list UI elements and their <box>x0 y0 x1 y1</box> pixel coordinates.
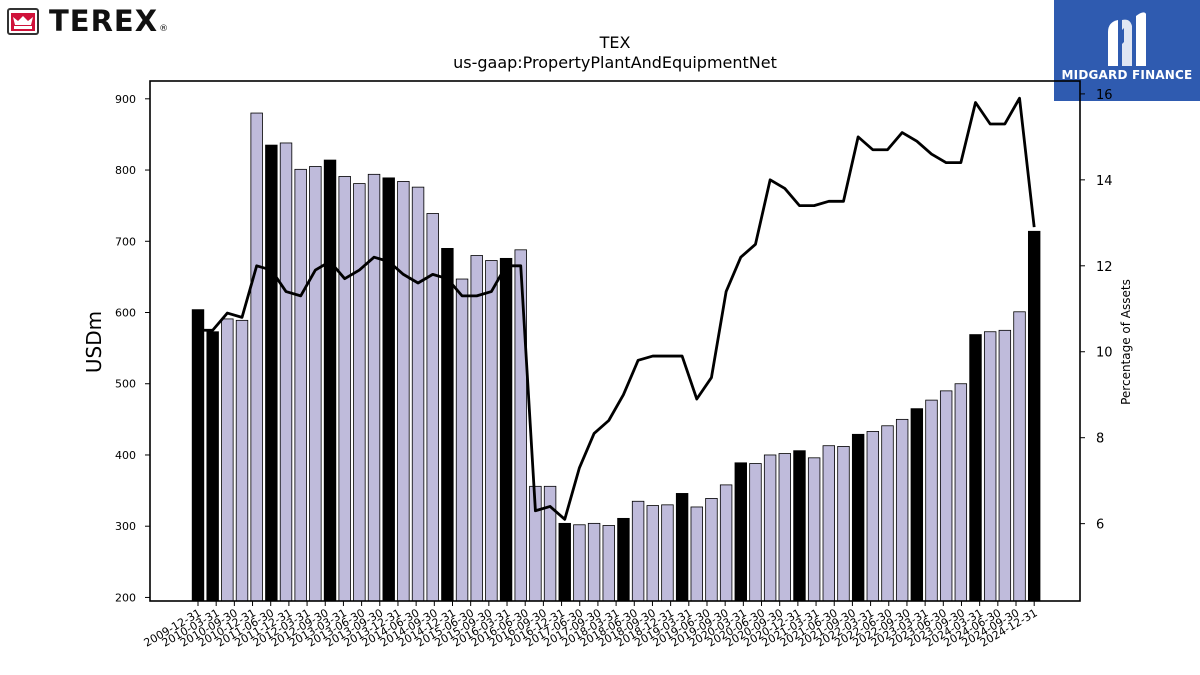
bar <box>925 399 938 602</box>
bar <box>617 517 630 602</box>
bar <box>265 144 278 602</box>
bar <box>558 522 571 602</box>
bar <box>954 383 968 602</box>
terex-logo: TEREX ® <box>7 7 168 36</box>
bar <box>983 331 997 602</box>
bar <box>646 505 659 602</box>
bar <box>851 433 865 602</box>
midgard-finance-logo: MIDGARD FINANCE <box>1054 0 1200 101</box>
plot-frame <box>149 80 1081 602</box>
bar <box>367 173 381 602</box>
bar <box>661 504 674 602</box>
bar <box>837 446 850 602</box>
bar <box>191 309 205 602</box>
bar <box>719 484 733 602</box>
bar <box>470 255 483 602</box>
chart-title: TEX <box>599 33 631 52</box>
midgard-mark-icon <box>1108 12 1146 67</box>
bar <box>939 390 953 602</box>
bar <box>279 142 293 602</box>
bar <box>631 500 645 602</box>
y-tick-label: 900 <box>115 93 136 106</box>
terex-emblem-icon <box>7 8 39 35</box>
bar <box>485 260 498 602</box>
bar <box>353 183 366 602</box>
bar <box>807 457 821 602</box>
bar <box>499 257 513 602</box>
bar <box>881 425 894 602</box>
bar <box>426 213 439 602</box>
bar <box>734 462 747 602</box>
bar <box>573 524 586 602</box>
bar <box>895 418 909 602</box>
percentage-line <box>198 96 1036 521</box>
bar <box>1027 230 1041 602</box>
bar <box>763 454 777 602</box>
bar <box>250 112 263 602</box>
bar <box>221 318 234 602</box>
bar <box>778 453 792 602</box>
y2-tick-label: 6 <box>1096 518 1104 533</box>
y2-tick-label: 16 <box>1096 88 1113 103</box>
bar <box>411 186 425 602</box>
y-tick-label: 800 <box>115 164 136 177</box>
bar <box>910 408 924 602</box>
bar <box>675 493 689 602</box>
bar <box>397 181 410 602</box>
bar <box>514 249 527 602</box>
bar <box>969 334 982 602</box>
y2-tick-label: 10 <box>1096 346 1113 361</box>
bar <box>455 278 469 602</box>
bar <box>543 485 557 602</box>
bar <box>1013 311 1026 602</box>
bar <box>866 431 880 602</box>
bar <box>705 498 718 602</box>
bar <box>749 463 762 602</box>
y-tick-label: 600 <box>115 307 136 320</box>
y-axis-label: USDm <box>82 311 106 373</box>
y2-tick-label: 12 <box>1096 260 1113 275</box>
bar <box>382 177 395 602</box>
chart-subtitle: us-gaap:PropertyPlantAndEquipmentNet <box>453 53 777 72</box>
bar <box>690 506 703 602</box>
y2-tick-label: 8 <box>1096 432 1104 447</box>
y2-tick-label: 14 <box>1096 174 1113 189</box>
y-tick-label: 700 <box>115 235 136 248</box>
y2-axis-label: Percentage of Assets <box>1119 279 1133 405</box>
bar <box>294 168 307 602</box>
y-tick-label: 400 <box>115 449 136 462</box>
bar <box>822 445 836 602</box>
bar <box>338 176 351 602</box>
registered-mark: ® <box>159 24 169 34</box>
bar <box>235 319 249 602</box>
y-tick-label: 200 <box>115 591 136 604</box>
bar <box>206 331 219 602</box>
bar <box>323 159 337 602</box>
y-tick-label: 500 <box>115 378 136 391</box>
bar <box>793 450 806 602</box>
bar <box>602 525 615 602</box>
bar <box>441 247 454 602</box>
bar <box>998 329 1012 602</box>
bar <box>309 166 322 602</box>
y-tick-label: 300 <box>115 520 136 533</box>
bar <box>587 522 601 602</box>
midgard-finance-name: MIDGARD FINANCE <box>1061 68 1193 82</box>
terex-wordmark: TEREX <box>49 4 159 38</box>
